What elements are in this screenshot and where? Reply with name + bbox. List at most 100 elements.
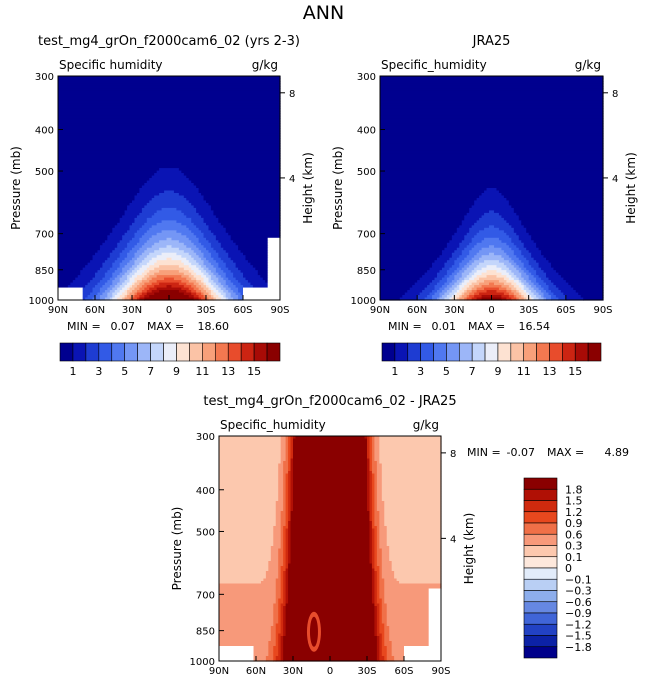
diff-panel-cell xyxy=(280,603,287,607)
diff-panel-cell xyxy=(278,563,284,567)
diff-panel-cell xyxy=(381,496,442,500)
diff-panel-cell xyxy=(283,526,289,530)
diff-panel-cell xyxy=(290,518,371,522)
model-panel-cell xyxy=(230,287,239,291)
diff-panel-cell xyxy=(379,451,442,455)
diff-panel-cell xyxy=(379,523,385,527)
model-panel-cell xyxy=(58,100,281,104)
model-panel-cell xyxy=(191,247,200,251)
diff-panel-cell xyxy=(369,503,373,507)
model-panel-cell xyxy=(218,220,281,224)
obs-panel-cell xyxy=(508,260,515,264)
model-panel-cell xyxy=(201,192,281,197)
model-panel-cell xyxy=(127,290,133,294)
diff-panel-cell xyxy=(288,551,292,555)
diff-panel-cell xyxy=(376,586,380,590)
model-panel-cell xyxy=(134,260,143,264)
model-panel-cell xyxy=(228,297,234,301)
model-panel-cell xyxy=(149,178,190,182)
diff-panel-cell xyxy=(285,521,289,525)
diff-panel-cell xyxy=(374,496,378,500)
diff-panel-cell xyxy=(379,528,388,532)
obs-panel-cell xyxy=(508,222,522,226)
model-panel-cell xyxy=(58,225,116,229)
diff-panel-cell xyxy=(280,613,284,617)
model-panel-cell xyxy=(134,245,143,249)
diff-panel-cell xyxy=(280,443,287,447)
diff-panel-colorbar-label: −1.2 xyxy=(565,618,592,631)
obs-panel-cell xyxy=(474,202,510,207)
obs-panel-cell xyxy=(521,275,530,279)
diff-panel-cell xyxy=(290,448,294,452)
obs-panel-cell xyxy=(555,270,604,274)
obs-panel-cell xyxy=(523,242,537,246)
diff-panel-cell xyxy=(283,488,287,492)
model-panel-cell xyxy=(228,267,239,271)
model-panel-ytick-label: 850 xyxy=(35,266,54,277)
model-panel-cell xyxy=(210,292,217,296)
model-panel-cell xyxy=(58,197,136,202)
obs-panel-cell xyxy=(380,130,604,134)
model-panel-cell xyxy=(58,165,281,169)
diff-panel-cell xyxy=(371,506,375,510)
model-panel-cell xyxy=(92,257,108,261)
obs-panel-cell xyxy=(521,282,525,286)
obs-panel-cell xyxy=(531,255,545,259)
diff-panel-cell xyxy=(275,518,282,522)
model-panel-cell xyxy=(223,225,281,229)
diff-panel-cell xyxy=(270,551,279,555)
model-panel-colorbar-swatch xyxy=(72,342,87,362)
diff-panel-cell xyxy=(219,446,282,450)
diff-panel-cell xyxy=(371,601,375,605)
model-panel-cell xyxy=(127,277,131,281)
diff-panel-cell xyxy=(275,636,279,640)
obs-panel-cell xyxy=(536,272,547,276)
obs-panel-cell xyxy=(493,252,507,256)
diff-panel-cell xyxy=(219,468,279,472)
model-panel-cell xyxy=(188,178,281,182)
diff-panel-colorbar-swatch xyxy=(523,522,558,535)
obs-panel-cell xyxy=(479,257,505,261)
obs-panel-cell xyxy=(439,280,448,284)
model-panel-cell xyxy=(196,225,210,229)
diff-panel-cell xyxy=(283,543,287,547)
obs-panel-cell xyxy=(479,250,505,254)
obs-panel-cell xyxy=(538,265,552,269)
diff-panel-cell xyxy=(386,656,395,660)
diff-panel-cell xyxy=(379,608,383,612)
obs-panel-cell xyxy=(454,275,463,279)
model-panel-cell xyxy=(198,262,205,266)
model-panel-cell xyxy=(191,272,197,276)
diff-panel-cell xyxy=(288,461,292,465)
obs-panel-cell xyxy=(503,282,512,286)
diff-panel-cell xyxy=(270,626,277,630)
model-panel-cell xyxy=(203,232,214,236)
model-panel-cell xyxy=(58,257,94,261)
model-panel-cell xyxy=(58,220,121,224)
model-panel-cell xyxy=(134,282,140,286)
diff-panel-cell xyxy=(374,508,378,512)
model-panel-cell xyxy=(206,275,212,279)
diff-panel-cell xyxy=(268,561,279,565)
obs-panel-cell xyxy=(508,267,517,271)
model-panel-cell xyxy=(112,265,121,269)
diff-panel-cell xyxy=(376,486,383,490)
diff-panel-cell xyxy=(288,598,373,602)
diff-panel-cell xyxy=(379,626,385,630)
diff-panel-cell xyxy=(374,621,378,625)
diff-panel-cell xyxy=(268,566,279,570)
obs-panel-cell xyxy=(429,267,443,271)
diff-panel-cell xyxy=(381,566,393,570)
diff-panel-cell xyxy=(369,453,373,457)
diff-panel-cell xyxy=(374,598,378,602)
diff-panel-cell xyxy=(285,536,289,540)
model-panel-cell xyxy=(109,255,121,259)
diff-panel-cell xyxy=(280,611,284,615)
model-panel-cell xyxy=(191,292,197,296)
diff-panel-cell xyxy=(219,613,274,617)
diff-panel-cell xyxy=(376,533,380,537)
model-panel-colorbar-label: 5 xyxy=(121,365,128,378)
obs-panel-cell xyxy=(449,292,455,296)
obs-panel-cell xyxy=(513,252,522,256)
diff-panel-cell xyxy=(290,453,294,457)
